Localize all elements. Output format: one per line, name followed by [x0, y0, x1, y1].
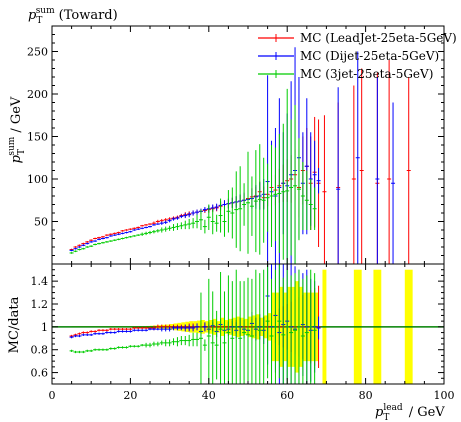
- y-tick-label: 150: [27, 131, 48, 144]
- ylabel-symbol: p: [9, 154, 24, 163]
- xlabel-unit: / GeV: [409, 405, 446, 420]
- title-subscript: T: [36, 16, 42, 26]
- legend-label: MC (Dijet-25eta-5GeV): [300, 49, 439, 63]
- ylabel-superscript: sum: [7, 136, 17, 155]
- y-tick-label: 250: [27, 46, 48, 59]
- title-superscript: sum: [36, 6, 55, 16]
- ratio-y-tick-label: 1: [41, 321, 48, 334]
- y-tick-label: 50: [34, 216, 48, 229]
- legend: MC (LeadJet-25eta-5GeV) MC (Dijet-25eta-5…: [258, 31, 457, 81]
- legend-label: MC (LeadJet-25eta-5GeV): [300, 31, 457, 45]
- xlabel-superscript: lead: [383, 403, 403, 413]
- ratio-y-tick-label: 0.8: [31, 344, 49, 357]
- x-axis-label: pTlead / GeV: [375, 403, 445, 422]
- xlabel-subscript: T: [383, 413, 389, 422]
- x-tick-label: 80: [359, 389, 373, 402]
- ratio-y-axis-label: MC/data: [7, 296, 22, 353]
- x-tick-label: 20: [123, 389, 137, 402]
- legend-label: MC (3jet-25eta-5GeV): [300, 67, 433, 81]
- ylabel-subscript: T: [17, 149, 27, 155]
- chart-title: pTsum (Toward): [28, 6, 118, 26]
- title-symbol: p: [28, 8, 37, 23]
- legend-entry-3: MC (3jet-25eta-5GeV): [258, 67, 433, 81]
- ratio-y-tick-label: 1.2: [31, 298, 49, 311]
- legend-entry-2: MC (Dijet-25eta-5GeV): [258, 49, 439, 63]
- x-tick-label: 40: [202, 389, 216, 402]
- x-tick-label: 100: [434, 389, 455, 402]
- x-tick-label: 60: [280, 389, 294, 402]
- series-3: [69, 88, 317, 264]
- y-tick-label: 100: [27, 173, 48, 186]
- ratio-y-tick-label: 0.6: [31, 367, 49, 380]
- ratio-y-tick-label: 1.4: [31, 275, 49, 288]
- y-tick-label: 200: [27, 88, 48, 101]
- title-text: (Toward): [59, 8, 118, 23]
- ratio-panel: 0 20 40 60 80 100 0.6 0.8 1 1.2 1.4: [31, 263, 455, 402]
- xlabel-symbol: p: [375, 405, 384, 420]
- legend-entry-1: MC (LeadJet-25eta-5GeV): [258, 31, 457, 45]
- main-panel: 50 100 150 200 250: [27, 25, 445, 265]
- ylabel-unit: / GeV: [9, 96, 24, 133]
- ratio-series-3: [69, 264, 317, 384]
- x-tick-label: 0: [49, 389, 56, 402]
- y-axis-label: pTsum / GeV: [7, 96, 27, 163]
